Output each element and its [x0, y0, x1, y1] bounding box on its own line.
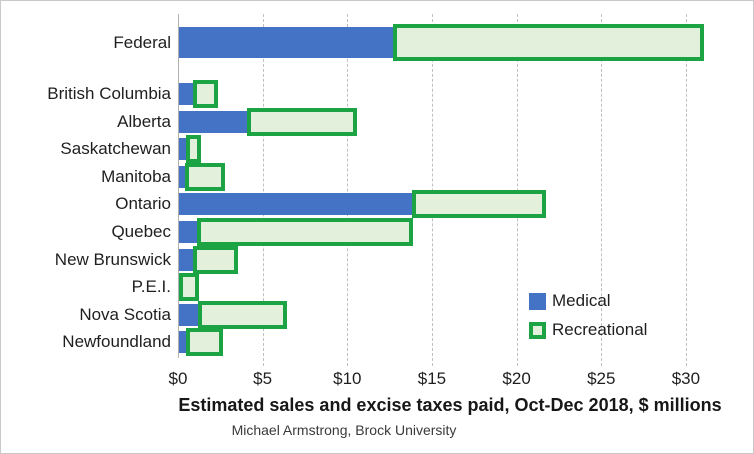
legend-item-medical: Medical — [529, 291, 611, 311]
bar-recreational-segment — [179, 273, 200, 301]
legend-swatch-recreational — [529, 321, 546, 339]
legend-item-recreational: Recreational — [529, 320, 647, 340]
chart-title: Estimated sales and excise taxes paid, O… — [178, 395, 722, 415]
category-label: Newfoundland — [62, 332, 171, 351]
bar-recreational-segment — [193, 80, 218, 108]
x-tick-label: $30 — [671, 369, 701, 388]
bar-medical-segment — [179, 221, 198, 243]
gridline-$5 — [262, 14, 264, 366]
bar-recreational-segment — [393, 24, 704, 61]
bar-medical-segment — [179, 166, 186, 188]
bar-medical-segment — [179, 249, 195, 271]
legend-swatch-medical — [529, 292, 546, 310]
gridline-$30 — [685, 14, 687, 366]
y-axis-line — [178, 14, 179, 358]
legend-label: Recreational — [552, 320, 648, 339]
gridline-$10 — [347, 14, 349, 366]
bar-medical-segment — [179, 138, 188, 160]
bar-recreational-segment — [247, 108, 357, 136]
bar-recreational-segment — [198, 301, 288, 329]
bar-medical-segment — [179, 111, 249, 133]
bar-medical-segment — [179, 193, 413, 215]
x-tick-label: $20 — [502, 369, 531, 388]
gridline-$25 — [601, 14, 603, 366]
category-label: Manitoba — [101, 167, 171, 186]
category-label: British Columbia — [47, 84, 171, 103]
bar-recreational-segment — [196, 218, 413, 246]
bar-medical-segment — [179, 27, 394, 58]
category-label: P.E.I. — [131, 277, 171, 296]
x-tick-label: $0 — [168, 369, 188, 388]
x-tick-label: $5 — [253, 369, 273, 388]
category-label: Alberta — [117, 112, 171, 131]
x-tick-label: $25 — [587, 369, 616, 388]
chart-subtitle: Michael Armstrong, Brock University — [231, 422, 457, 438]
bar-recreational-segment — [186, 328, 223, 356]
category-label: New Brunswick — [54, 250, 171, 269]
category-label: Ontario — [115, 194, 171, 213]
bar-recreational-segment — [184, 163, 225, 191]
category-label: Quebec — [111, 222, 171, 241]
legend-label: Medical — [552, 291, 611, 310]
category-label: Federal — [113, 32, 171, 52]
x-tick-label: $10 — [333, 369, 362, 388]
category-label: Saskatchewan — [60, 139, 171, 158]
bar-recreational-segment — [186, 135, 201, 163]
bar-medical-segment — [179, 304, 200, 326]
bar-medical-segment — [179, 83, 195, 105]
bar-recreational-segment — [193, 246, 239, 274]
x-tick-label: $15 — [417, 369, 447, 388]
bar-medical-segment — [179, 331, 188, 353]
category-label: Nova Scotia — [79, 305, 171, 324]
bar-recreational-segment — [411, 190, 547, 218]
